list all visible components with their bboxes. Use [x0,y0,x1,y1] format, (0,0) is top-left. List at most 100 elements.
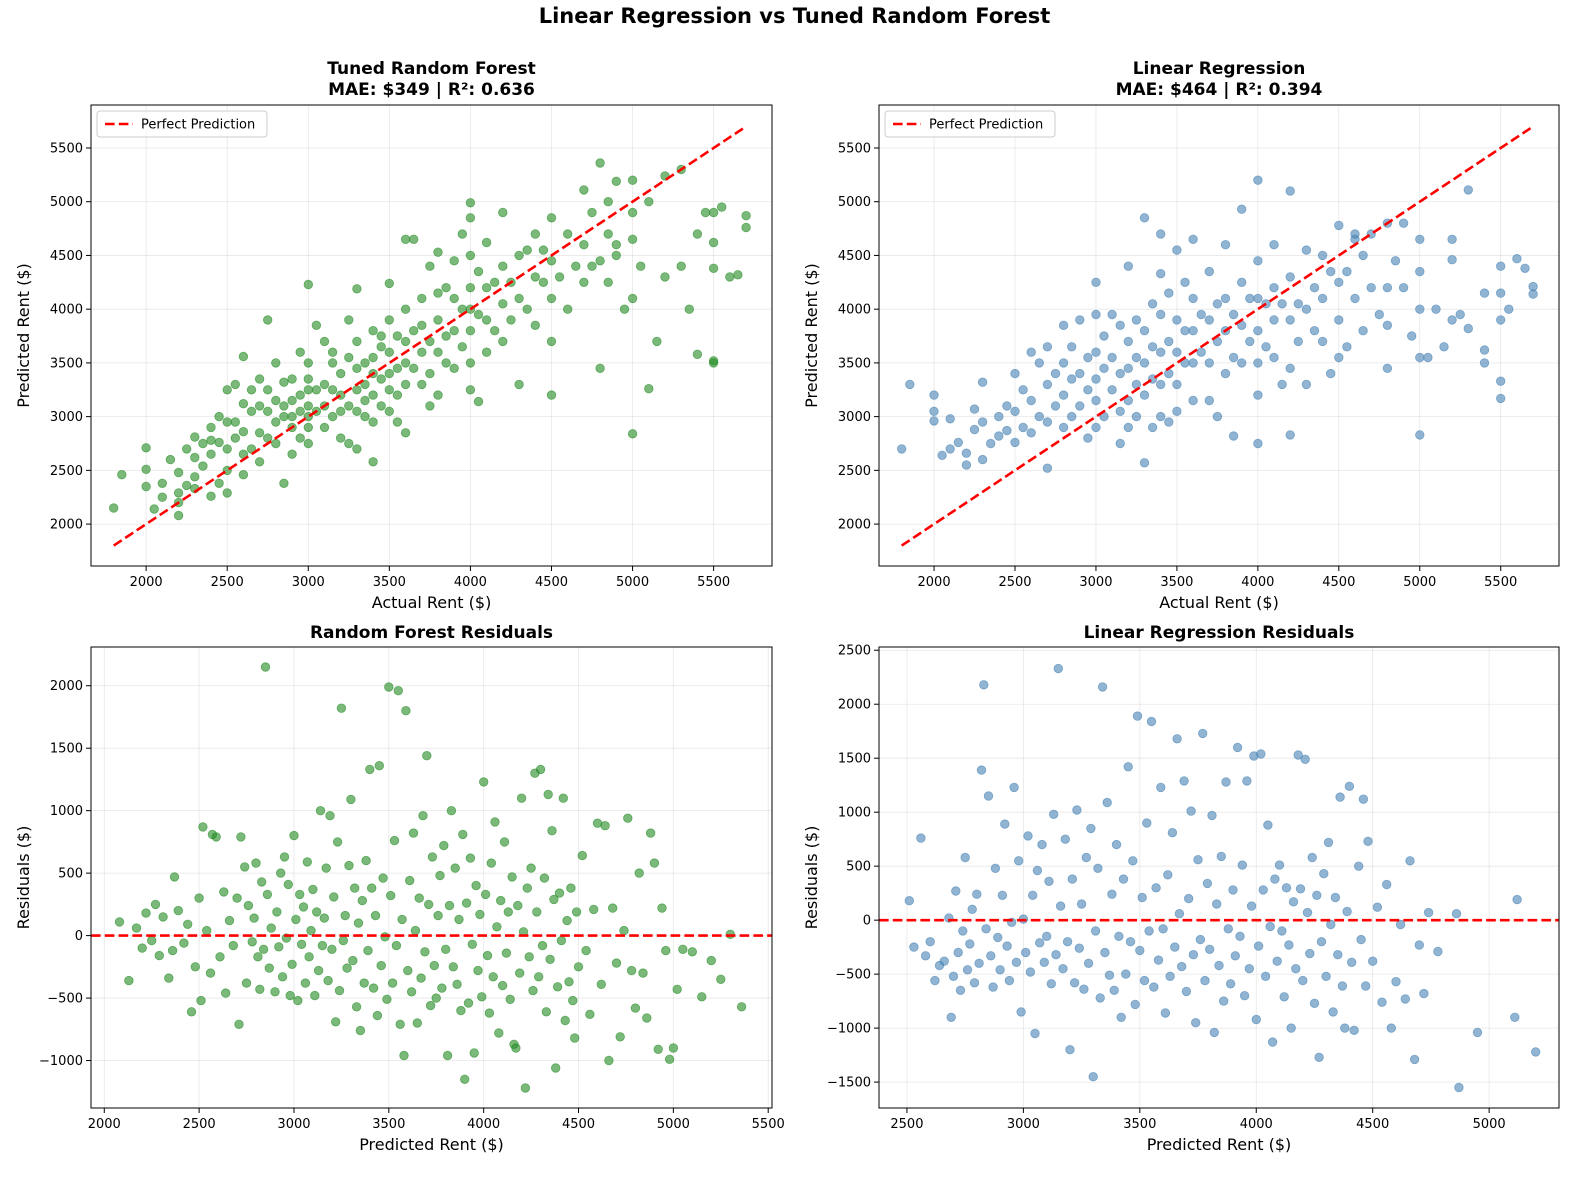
panel-4-ytick-label: −1000 [827,1022,871,1037]
panel-3-point [391,940,402,951]
panel-1-point [400,234,411,245]
panel-2-point [1010,437,1020,448]
panel-4-point [904,896,915,906]
panel-4-point [1216,851,1227,862]
panel-4-xtick-label: 4500 [1356,1117,1389,1132]
panel-3-point [492,922,502,932]
panel-4-point [1144,926,1154,936]
panel-4-ylabel: Residuals ($) [802,826,821,930]
panel-1-point [465,198,476,208]
panel-1-point [644,384,654,394]
panel-4-point [1328,1007,1338,1017]
panel-1-point [490,277,500,288]
panel-4-point [1197,728,1208,739]
panel-1-point [563,229,573,239]
figure-suptitle: Linear Regression vs Tuned Random Forest [538,4,1051,28]
panel-3-point [169,872,180,882]
panel-2-point [1058,320,1069,331]
panel-1-ytick-label: 5000 [50,195,83,210]
panel-2-point [1495,393,1506,404]
panel-4-point [1237,860,1248,870]
panel-4-point [1044,876,1054,887]
panel-1-point [303,438,314,449]
panel-3-point [471,880,481,891]
panel-1-point [360,411,370,422]
panel-3-point [608,903,618,913]
panel-4-point [1258,885,1268,895]
panel-2-point [1455,309,1465,320]
panel-3-point [437,983,447,993]
panel-1-point [627,175,638,185]
panel-2-point [1245,293,1255,304]
panel-3-point [564,977,574,987]
panel-2-point [1115,438,1125,449]
panel-4-point [1228,885,1238,895]
panel-3-point [236,832,246,842]
panel-1-point [392,363,403,374]
panel-2-point [1164,336,1174,347]
panel-4-point [1139,975,1150,986]
panel-4-point [1265,921,1275,932]
panel-3-point [300,978,311,988]
panel-2-point [1253,390,1263,400]
panel-2-point [994,411,1004,422]
panel-4-point [1295,884,1306,894]
panel-1-point [336,406,346,417]
panel-1-ytick-label: 3000 [50,410,83,425]
panel-3-point [367,883,377,893]
panel-3-point [503,907,514,917]
panel-4-point [1221,777,1231,787]
panel-4-point [1314,1052,1324,1063]
panel-4-ytick-label: 0 [863,914,871,929]
panel-2-point [1139,458,1150,468]
panel-3-point [458,829,468,840]
panel-1-point [579,185,589,195]
panel-4-point [1225,979,1236,989]
panel-1-point [336,368,346,379]
panel-2-point [1091,395,1101,406]
panel-3-point [427,852,438,862]
panel-3-point [642,1013,652,1023]
panel-4-point [1088,1071,1098,1082]
panel-2-point [1050,368,1061,379]
panel-1-point [660,272,670,282]
panel-1-point [554,272,565,282]
panel-2-ytick-label: 3500 [838,356,871,371]
panel-4-point [1400,994,1411,1004]
panel-2-point [1091,347,1101,357]
panel-1-legend-box [96,110,268,138]
panel-1-point [741,222,751,233]
panel-2-point [1463,323,1474,334]
panel-3-point [414,893,424,903]
panel-3-point [480,889,491,900]
panel-4-point [1381,879,1392,890]
panel-4-point [1235,931,1245,942]
panel-1-point [465,213,476,223]
panel-4-ytick-label: 500 [846,860,871,875]
panel-2-point [1172,315,1182,325]
panel-1-axes: 2000 2500 3000 3500 4000 4500 5000 5500 2000 2500… [14,104,773,612]
panel-3-title: Random Forest Residuals [91,623,772,644]
panel-2-legend: Perfect Prediction [884,110,1056,138]
panel-2-point [1415,304,1425,314]
panel-2-point [1002,401,1012,411]
panel-3-point [429,960,440,971]
panel-3-point [522,883,533,893]
panel-4-point [1128,856,1138,866]
panel-1-point [287,395,297,406]
panel-4-point [1309,998,1320,1009]
panel-4-point [1274,860,1285,870]
panel-1-legend-label: Perfect Prediction [141,118,255,133]
panel-4-point [1156,782,1166,793]
panel-3-point [291,914,301,925]
panel-4-point [1123,762,1133,772]
panel-2-title-line1: Linear Regression [1132,59,1306,79]
panel-4-point [951,886,961,896]
panel-4-point [1251,1014,1262,1025]
panel-1-point [181,444,192,454]
panel-1-point [271,395,281,406]
panel-2-point [1091,277,1101,288]
panel-1-ytick-label: 4500 [50,249,83,264]
panel-2-point [1317,293,1328,304]
panel-4-point [1346,957,1357,968]
